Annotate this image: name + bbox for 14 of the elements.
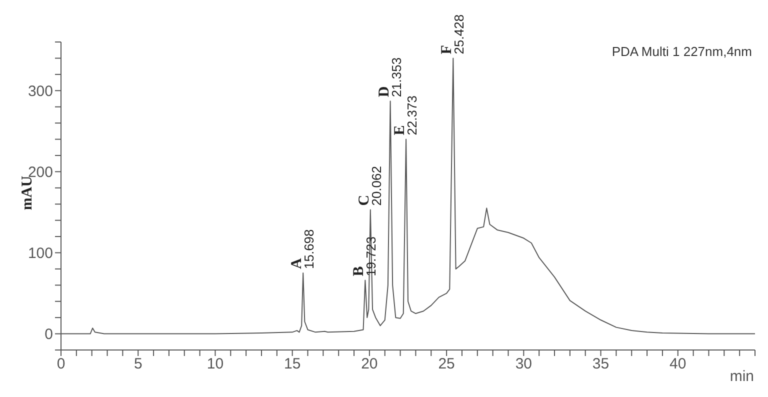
- x-axis-title: min: [730, 368, 754, 385]
- x-tick-label: 20: [361, 356, 378, 373]
- x-tick-label: 5: [134, 356, 142, 373]
- x-tick-label: 15: [284, 356, 301, 373]
- y-tick-label: 300: [28, 82, 53, 100]
- x-tick-label: 25: [438, 356, 455, 373]
- x-tick-label: 35: [592, 356, 610, 373]
- y-tick-label: 0: [44, 326, 53, 344]
- x-tick-label: 40: [670, 356, 686, 373]
- x-tick-label: 10: [206, 356, 224, 373]
- y-tick-label: 100: [28, 245, 53, 262]
- annotation: PDA Multi 1 227nm,4nm: [612, 44, 752, 59]
- x-tick-label: 0: [56, 356, 66, 373]
- x-tick-label: 30: [515, 356, 532, 373]
